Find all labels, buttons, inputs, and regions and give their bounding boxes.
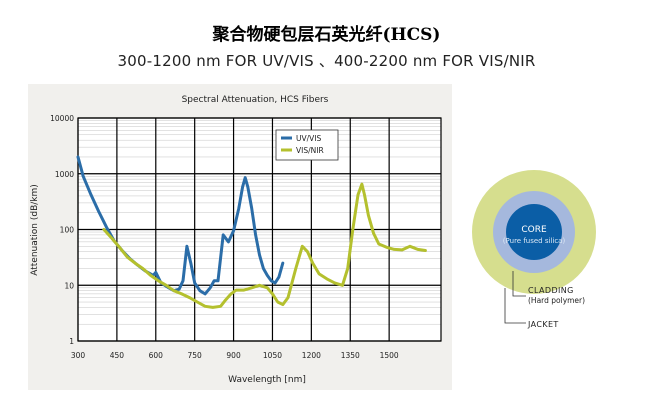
core-label: CORE: [521, 225, 547, 235]
x-tick-label: 750: [188, 351, 203, 360]
x-tick-label: 1050: [263, 351, 282, 360]
cladding-sublabel: (Hard polymer): [528, 296, 585, 305]
y-tick-label: 1: [69, 337, 74, 346]
plot-frame: [77, 117, 442, 342]
x-tick-label: 1200: [302, 351, 321, 360]
chart-title: Spectral Attenuation, HCS Fibers: [182, 95, 329, 105]
legend-box: [275, 129, 339, 161]
tick-labels: 1 10 100 1000 10000 300 450 600 750 900 1050 1200 13…: [50, 114, 399, 360]
x-tick-label: 300: [71, 351, 86, 360]
x-tick-label: 1350: [341, 351, 360, 360]
core-layer: [506, 204, 562, 260]
x-tick-label: 1500: [380, 351, 399, 360]
jacket-label: JACKET: [527, 320, 559, 329]
cladding-label: CLADDING: [528, 286, 574, 295]
x-tick-label: 900: [226, 351, 241, 360]
legend-label: UV/VIS: [296, 134, 321, 143]
legend-label: VIS/NIR: [296, 146, 324, 155]
series-lines: [76, 155, 427, 309]
page-subtitle: 300-1200 nm FOR UV/VIS 、400-2200 nm FOR …: [117, 52, 536, 70]
fiber-cross-section: CORE (Pure fused silica) CLADDING (Hard …: [466, 168, 646, 338]
x-tick-label: 450: [110, 351, 125, 360]
x-axis-label: Wavelength [nm]: [228, 375, 306, 385]
y-tick-label: 1000: [55, 170, 74, 179]
attenuation-chart: Spectral Attenuation, HCS Fibers 1101001…: [30, 95, 442, 385]
y-tick-label: 100: [60, 226, 75, 235]
cladding-leader-line: [512, 271, 526, 297]
series-line-vis-nir: [102, 182, 427, 309]
core-sublabel: (Pure fused silica): [503, 237, 566, 245]
chart-legend: UV/VIS VIS/NIR: [275, 129, 339, 161]
x-tick-label: 600: [149, 351, 164, 360]
y-tick-label: 10: [64, 281, 74, 290]
y-tick-label: 10000: [50, 114, 74, 123]
grid: [77, 117, 442, 342]
y-axis-label: Attenuation (dB/km): [30, 184, 40, 276]
page-title: 聚合物硬包层石英光纤(HCS): [212, 25, 441, 45]
chart-panel: Spectral Attenuation, HCS Fibers 1 10 100 1…: [28, 84, 452, 390]
jacket-leader-line: [504, 288, 526, 324]
